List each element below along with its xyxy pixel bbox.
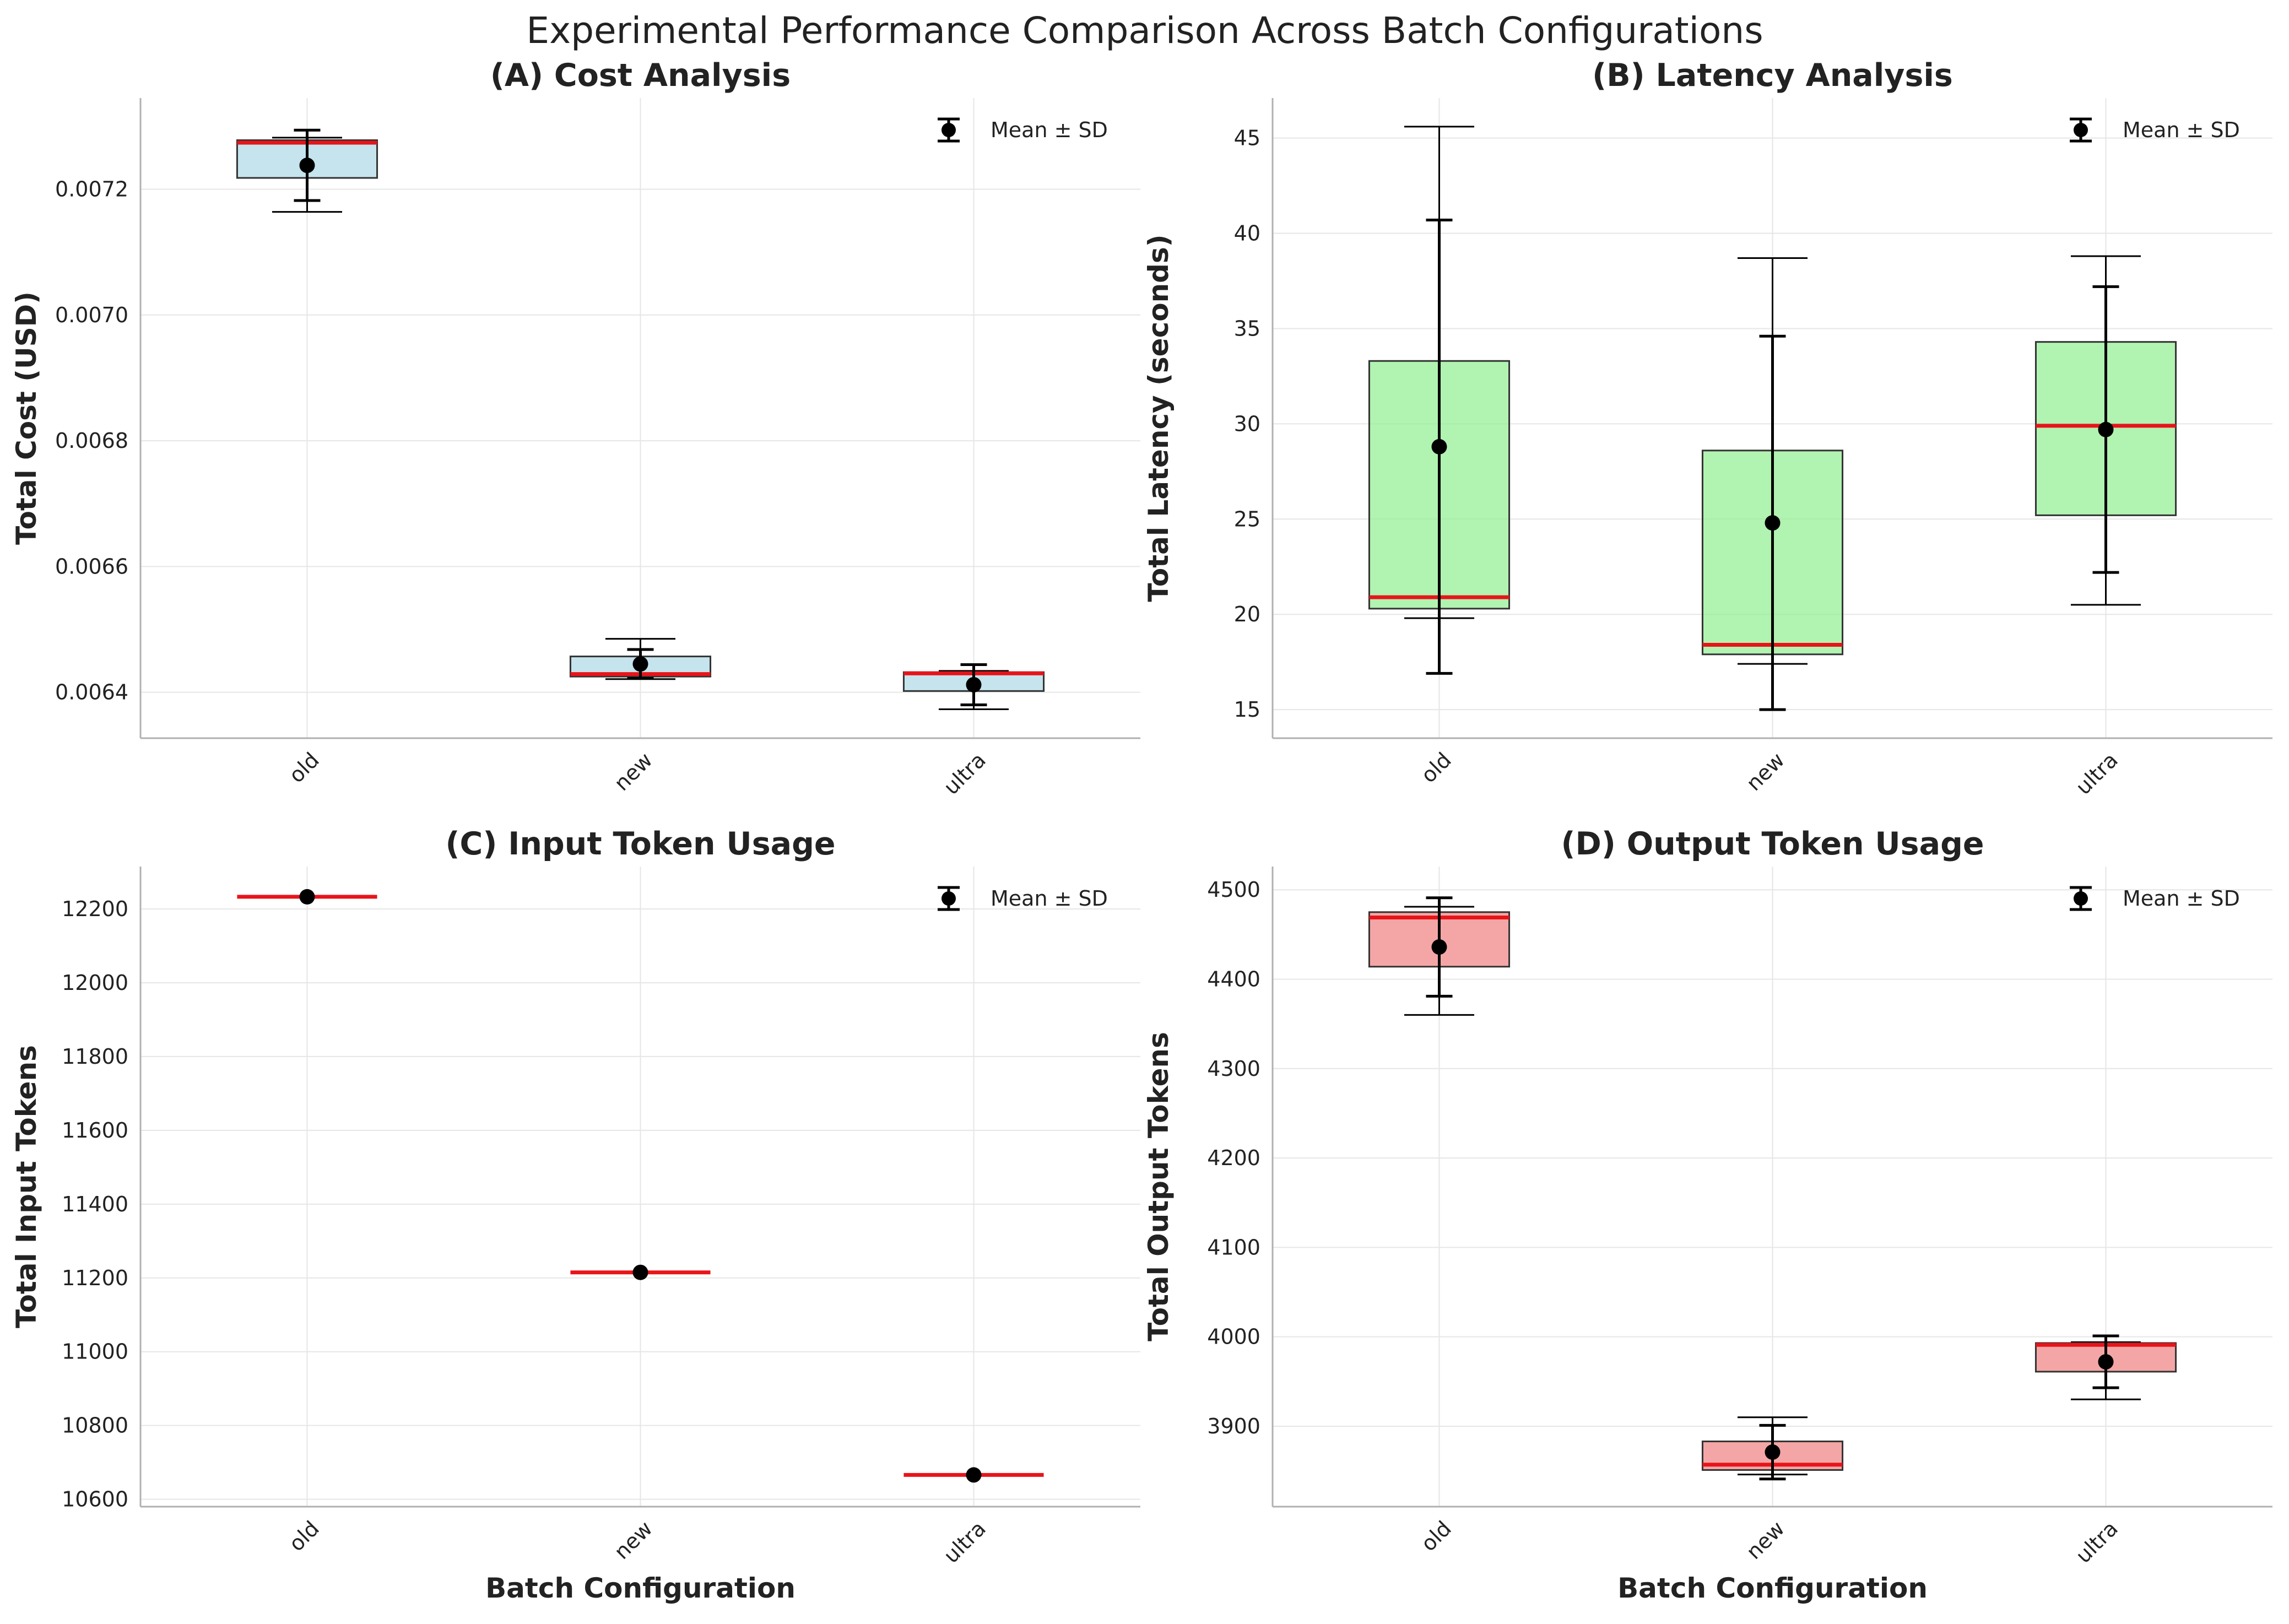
y-tick-label: 0.0068 xyxy=(55,429,128,453)
x-tick-label: ultra xyxy=(939,748,991,799)
mean-marker xyxy=(632,656,648,672)
mean-marker xyxy=(299,889,315,905)
x-tick-label: new xyxy=(609,1516,657,1564)
panel-title: (C) Input Token Usage xyxy=(445,826,835,862)
y-tick-label: 0.0070 xyxy=(55,303,128,327)
y-tick-label: 4300 xyxy=(1207,1057,1260,1081)
y-axis-label: Total Latency (seconds) xyxy=(1143,234,1175,602)
y-tick-label: 4000 xyxy=(1207,1325,1260,1349)
y-tick-label: 0.0066 xyxy=(55,554,128,578)
y-tick-label: 4500 xyxy=(1207,878,1260,902)
x-tick-label: new xyxy=(1741,748,1789,795)
y-tick-label: 0.0064 xyxy=(55,680,128,705)
y-tick-label: 3900 xyxy=(1207,1414,1260,1438)
y-tick-label: 12000 xyxy=(62,971,128,995)
x-tick-label: ultra xyxy=(939,1516,991,1568)
x-tick-label: new xyxy=(609,748,657,795)
x-tick-label: ultra xyxy=(2071,748,2123,799)
legend-label: Mean ± SD xyxy=(991,886,1108,911)
y-tick-label: 11400 xyxy=(62,1192,128,1216)
y-tick-label: 4200 xyxy=(1207,1146,1260,1170)
mean-marker xyxy=(2098,421,2114,437)
x-tick-label: old xyxy=(284,1516,324,1556)
panel-0: 0.0064 0.0066 0.0068 0.0070 0.0072 old new ultr… xyxy=(10,57,1140,799)
x-axis-label: Batch Configuration xyxy=(485,1572,796,1604)
x-tick-label: new xyxy=(1741,1516,1789,1564)
y-tick-label: 10600 xyxy=(62,1487,128,1512)
legend-label: Mean ± SD xyxy=(2123,118,2240,142)
figure-title: Experimental Performance Comparison Acro… xyxy=(526,9,1763,52)
panel-3: 3900 4000 4100 4200 4300 4400 4500 old new ultra (… xyxy=(1143,826,2272,1604)
mean-marker xyxy=(1765,515,1781,531)
mean-marker xyxy=(632,1264,648,1280)
y-tick-label: 11600 xyxy=(62,1118,128,1143)
legend-label: Mean ± SD xyxy=(991,118,1108,142)
y-tick-label: 0.0072 xyxy=(55,177,128,202)
y-tick-label: 4400 xyxy=(1207,967,1260,991)
x-tick-label: ultra xyxy=(2071,1516,2123,1568)
legend-marker xyxy=(941,123,956,137)
y-tick-label: 30 xyxy=(1234,412,1260,436)
legend-marker xyxy=(2074,123,2088,137)
y-tick-label: 25 xyxy=(1234,507,1260,531)
y-axis-label: Total Output Tokens xyxy=(1143,1032,1175,1341)
legend-marker xyxy=(941,891,956,906)
y-tick-label: 10800 xyxy=(62,1414,128,1438)
y-tick-label: 4100 xyxy=(1207,1235,1260,1259)
panel-title: (B) Latency Analysis xyxy=(1592,57,1953,94)
mean-marker xyxy=(299,158,315,174)
panel-1: 15 20 25 30 35 40 45 old new ultra (B) Latency Ana… xyxy=(1143,57,2272,799)
y-tick-label: 11800 xyxy=(62,1044,128,1069)
y-tick-label: 12200 xyxy=(62,897,128,921)
mean-marker xyxy=(2098,1354,2114,1370)
y-tick-label: 15 xyxy=(1234,697,1260,722)
panel-title: (D) Output Token Usage xyxy=(1561,826,1984,862)
x-tick-label: old xyxy=(1416,748,1456,787)
mean-marker xyxy=(1431,439,1447,454)
mean-marker xyxy=(966,1467,982,1483)
y-tick-label: 20 xyxy=(1234,602,1260,626)
x-tick-label: old xyxy=(284,748,324,787)
x-tick-label: old xyxy=(1416,1516,1456,1556)
panel-title: (A) Cost Analysis xyxy=(490,57,791,94)
y-tick-label: 11000 xyxy=(62,1340,128,1364)
mean-marker xyxy=(1431,939,1447,955)
y-tick-label: 40 xyxy=(1234,221,1260,246)
x-axis-label: Batch Configuration xyxy=(1617,1572,1928,1604)
y-tick-label: 11200 xyxy=(62,1266,128,1290)
y-axis-label: Total Input Tokens xyxy=(10,1045,42,1328)
legend-marker xyxy=(2074,891,2088,906)
mean-marker xyxy=(966,676,982,692)
y-tick-label: 35 xyxy=(1234,316,1260,340)
y-tick-label: 45 xyxy=(1234,126,1260,150)
panel-2: 10600 10800 11000 11200 11400 11600 11800 12000… xyxy=(10,826,1140,1604)
mean-marker xyxy=(1765,1444,1781,1460)
legend-label: Mean ± SD xyxy=(2123,886,2240,911)
y-axis-label: Total Cost (USD) xyxy=(10,291,42,545)
